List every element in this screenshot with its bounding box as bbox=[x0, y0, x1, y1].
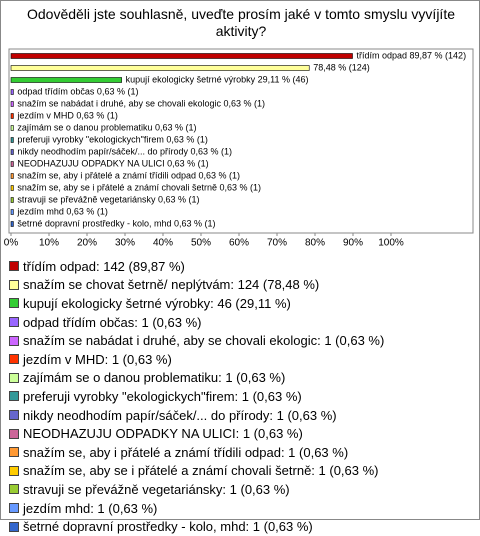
bar-label: snažím se nabádat i druhé, aby se choval… bbox=[17, 98, 265, 108]
bar-label: kupují ekologicky šetrné výrobky 29,11 %… bbox=[126, 74, 309, 84]
bar-label: jezdím v MHD 0,63 % (1) bbox=[16, 110, 118, 120]
plot-frame bbox=[8, 48, 474, 234]
legend-swatch bbox=[9, 503, 19, 514]
bar-label: NEODHAZUJU ODPADKY NA ULICI 0,63 % (1) bbox=[17, 158, 208, 168]
legend-swatch bbox=[9, 391, 19, 402]
legend-item: snažím se, aby i přátelé a známí třídili… bbox=[9, 443, 384, 462]
legend-item: zajímám se o danou problematiku: 1 (0,63… bbox=[9, 369, 384, 388]
legend-label: jezdím mhd: 1 (0,63 %) bbox=[23, 500, 158, 516]
bar bbox=[10, 197, 14, 203]
bar bbox=[10, 113, 14, 119]
bar bbox=[10, 173, 14, 179]
bar-label: odpad třídím občas 0,63 % (1) bbox=[17, 86, 138, 96]
bar bbox=[10, 137, 14, 143]
legend-item: preferuji vyrobky "ekologickych"firem: 1… bbox=[9, 387, 384, 406]
legend-item: třídím odpad: 142 (89,87 %) bbox=[9, 257, 384, 276]
bar-label: snažím se, aby i přátelé a známí třídili… bbox=[17, 170, 240, 180]
legend-swatch bbox=[9, 354, 19, 365]
x-tick-label: 30% bbox=[115, 238, 135, 249]
legend-label: snažím se nabádat i druhé, aby se choval… bbox=[23, 333, 385, 349]
x-tick-label: 90% bbox=[343, 238, 363, 249]
legend-item: stravuji se převážně vegetariánsky: 1 (0… bbox=[9, 480, 384, 499]
x-tick-label: 80% bbox=[305, 238, 325, 249]
legend-label: snažím se, aby i přátelé a známí třídili… bbox=[23, 444, 349, 460]
legend-swatch bbox=[9, 484, 19, 495]
bar-label: preferuji vyrobky "ekologickych"firem 0,… bbox=[17, 134, 207, 144]
legend-swatch bbox=[9, 261, 19, 272]
bar bbox=[10, 161, 14, 167]
bar-label: zajímám se o danou problematiku 0,63 % (… bbox=[17, 122, 196, 132]
legend-item: snažím se, aby se i přátelé a známí chov… bbox=[9, 462, 384, 481]
legend-item: NEODHAZUJU ODPADKY NA ULICI: 1 (0,63 %) bbox=[9, 424, 384, 443]
bar bbox=[10, 101, 14, 107]
legend-swatch bbox=[9, 279, 19, 290]
legend-item: snažím se chovat šetrně/ neplýtvám: 124 … bbox=[9, 276, 384, 295]
legend: třídím odpad: 142 (89,87 %) snažím se cho… bbox=[9, 257, 384, 536]
bar bbox=[10, 65, 310, 71]
legend-label: jezdím v MHD: 1 (0,63 %) bbox=[23, 351, 172, 367]
legend-label: snažím se chovat šetrně/ neplýtvám: 124 … bbox=[23, 277, 320, 293]
legend-item: jezdím v MHD: 1 (0,63 %) bbox=[9, 350, 384, 369]
legend-swatch bbox=[9, 447, 19, 458]
x-tick-label: 70% bbox=[267, 238, 287, 249]
legend-label: odpad třídím občas: 1 (0,63 %) bbox=[23, 314, 202, 330]
legend-label: NEODHAZUJU ODPADKY NA ULICI: 1 (0,63 %) bbox=[23, 426, 303, 442]
legend-swatch bbox=[9, 317, 19, 328]
bar bbox=[10, 125, 14, 131]
legend-item: kupují ekologicky šetrné výrobky: 46 (29… bbox=[9, 294, 384, 313]
bar bbox=[10, 53, 353, 59]
x-tick-label: 100% bbox=[378, 238, 404, 249]
bar bbox=[10, 221, 14, 227]
bar-label: jezdím mhd 0,63 % (1) bbox=[16, 206, 108, 216]
legend-label: nikdy neodhodím papír/sáček/... do příro… bbox=[23, 407, 337, 423]
legend-item: snažím se nabádat i druhé, aby se choval… bbox=[9, 331, 384, 350]
legend-item: jezdím mhd: 1 (0,63 %) bbox=[9, 499, 384, 518]
legend-swatch bbox=[9, 428, 19, 439]
x-tick-label: 20% bbox=[77, 238, 97, 249]
bar bbox=[10, 89, 14, 95]
legend-item: šetrné dopravní prostředky - kolo, mhd: … bbox=[9, 517, 384, 536]
chart: 0% 10% 20% 30% 40% 50% 60% 70% 80% 90% 100% třídím … bbox=[4, 48, 474, 249]
legend-item: nikdy neodhodím papír/sáček/... do příro… bbox=[9, 406, 384, 425]
legend-swatch bbox=[9, 410, 19, 421]
bar bbox=[10, 149, 14, 155]
bar-label: nikdy neodhodím papír/sáček/... do příro… bbox=[17, 146, 232, 156]
legend-label: snažím se, aby se i přátelé a známí chov… bbox=[23, 463, 379, 479]
x-tick-label: 10% bbox=[39, 238, 59, 249]
bar bbox=[10, 77, 122, 83]
legend-label: třídím odpad: 142 (89,87 %) bbox=[23, 258, 185, 274]
bar-label: šetrné dopravní prostředky - kolo, mhd 0… bbox=[17, 218, 215, 228]
legend-swatch bbox=[9, 521, 19, 532]
x-tick-label: 0% bbox=[4, 238, 19, 249]
legend-label: kupují ekologicky šetrné výrobky: 46 (29… bbox=[23, 295, 291, 311]
x-tick-label: 60% bbox=[229, 238, 249, 249]
legend-swatch bbox=[9, 298, 19, 309]
bar-label: snažím se, aby se i přátelé a známí chov… bbox=[17, 182, 261, 192]
legend-swatch bbox=[9, 465, 19, 476]
legend-swatch bbox=[9, 335, 19, 346]
legend-label: stravuji se převážně vegetariánsky: 1 (0… bbox=[23, 481, 290, 497]
legend-label: preferuji vyrobky "ekologickych"firem: 1… bbox=[23, 388, 302, 404]
legend-label: šetrné dopravní prostředky - kolo, mhd: … bbox=[23, 519, 313, 535]
chart-title: Odověděli jste souhlasně, uveďte prosím … bbox=[26, 6, 455, 39]
bar bbox=[10, 185, 14, 191]
legend-item: odpad třídím občas: 1 (0,63 %) bbox=[9, 313, 384, 332]
legend-label: zajímám se o danou problematiku: 1 (0,63… bbox=[23, 370, 286, 386]
bar-label: třídím odpad 89,87 % (142) bbox=[357, 50, 467, 60]
bar bbox=[10, 209, 14, 215]
legend-swatch bbox=[9, 372, 19, 383]
bar-label: 78,48 % (124) bbox=[313, 62, 370, 72]
bar-label: stravuji se převážně vegetariánsky 0,63 … bbox=[17, 194, 199, 204]
x-tick-label: 40% bbox=[153, 238, 173, 249]
x-tick-label: 50% bbox=[191, 238, 211, 249]
